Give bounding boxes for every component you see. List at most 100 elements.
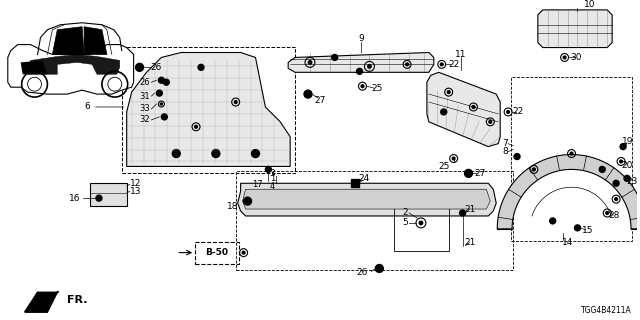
Circle shape	[419, 221, 422, 225]
Text: 18: 18	[227, 202, 239, 211]
Text: 21: 21	[465, 238, 476, 247]
Polygon shape	[28, 54, 120, 74]
Circle shape	[452, 157, 455, 160]
Text: B-50: B-50	[205, 248, 228, 257]
Polygon shape	[24, 292, 58, 312]
Circle shape	[440, 63, 443, 66]
Circle shape	[368, 65, 371, 68]
Text: 26: 26	[356, 268, 367, 277]
Text: 22: 22	[513, 108, 524, 116]
Text: 20: 20	[621, 161, 633, 170]
Circle shape	[161, 103, 163, 105]
Circle shape	[158, 77, 164, 83]
Polygon shape	[127, 52, 290, 166]
Circle shape	[532, 168, 535, 171]
Circle shape	[563, 56, 566, 59]
Polygon shape	[20, 60, 47, 74]
Text: 22: 22	[448, 60, 460, 69]
Circle shape	[163, 79, 170, 85]
Circle shape	[266, 166, 271, 172]
Polygon shape	[427, 72, 500, 147]
Circle shape	[406, 63, 408, 66]
Text: 33: 33	[139, 104, 150, 114]
Circle shape	[447, 91, 450, 93]
Text: 24: 24	[359, 174, 370, 183]
Bar	[351, 179, 358, 187]
Circle shape	[460, 210, 465, 216]
Circle shape	[620, 160, 623, 163]
Text: 21: 21	[465, 204, 476, 213]
Bar	[122, 46, 295, 173]
Polygon shape	[90, 183, 127, 206]
Text: 27: 27	[314, 96, 326, 105]
Text: 27: 27	[475, 169, 486, 178]
Text: 8: 8	[502, 147, 508, 156]
Circle shape	[489, 120, 492, 123]
Circle shape	[620, 144, 626, 149]
Polygon shape	[237, 183, 496, 216]
Bar	[236, 172, 513, 270]
Text: 19: 19	[622, 137, 634, 146]
Circle shape	[234, 101, 237, 103]
Text: 1: 1	[269, 174, 275, 183]
Circle shape	[156, 90, 163, 96]
Text: 10: 10	[584, 0, 595, 10]
Circle shape	[195, 125, 197, 128]
Polygon shape	[538, 10, 612, 48]
Text: 13: 13	[130, 187, 141, 196]
Text: 5: 5	[402, 219, 408, 228]
Circle shape	[507, 110, 509, 113]
Circle shape	[304, 90, 312, 98]
Text: 12: 12	[130, 179, 141, 188]
Text: 25: 25	[372, 84, 383, 93]
Circle shape	[198, 64, 204, 70]
Text: 6: 6	[84, 102, 124, 111]
Text: 2: 2	[403, 209, 408, 218]
Circle shape	[624, 175, 630, 181]
Circle shape	[308, 61, 312, 64]
Circle shape	[172, 149, 180, 157]
Text: 26: 26	[140, 78, 150, 87]
Circle shape	[136, 63, 143, 71]
Circle shape	[244, 197, 252, 205]
Bar	[394, 191, 449, 251]
Text: 26: 26	[151, 63, 162, 72]
Text: 15: 15	[582, 226, 593, 235]
Circle shape	[252, 149, 259, 157]
Circle shape	[332, 54, 338, 60]
Text: 7: 7	[502, 139, 508, 148]
Circle shape	[242, 251, 245, 254]
Text: 32: 32	[140, 116, 150, 124]
Text: FR.: FR.	[67, 295, 88, 305]
Circle shape	[161, 114, 167, 120]
Text: 16: 16	[68, 194, 80, 203]
Text: 3: 3	[269, 169, 275, 178]
Circle shape	[472, 106, 475, 108]
Text: 30: 30	[571, 53, 582, 62]
Circle shape	[606, 212, 609, 214]
Polygon shape	[243, 189, 490, 209]
Text: TGG4B4211A: TGG4B4211A	[581, 306, 632, 315]
Text: 28: 28	[609, 212, 620, 220]
Circle shape	[514, 154, 520, 159]
Polygon shape	[288, 52, 434, 72]
Circle shape	[570, 152, 573, 155]
Polygon shape	[8, 44, 134, 94]
Circle shape	[212, 149, 220, 157]
Text: 11: 11	[455, 50, 467, 59]
Bar	[511, 77, 632, 241]
Circle shape	[361, 85, 364, 88]
Text: 14: 14	[562, 238, 573, 247]
Text: 17: 17	[252, 180, 263, 189]
Text: 25: 25	[438, 162, 449, 171]
Circle shape	[613, 180, 619, 186]
Text: 9: 9	[358, 34, 364, 43]
Circle shape	[550, 218, 556, 224]
Text: 23: 23	[627, 177, 637, 186]
Circle shape	[96, 195, 102, 201]
Text: 31: 31	[140, 92, 150, 100]
Circle shape	[465, 169, 472, 177]
Polygon shape	[84, 27, 107, 54]
Polygon shape	[52, 27, 84, 54]
Circle shape	[376, 265, 383, 272]
